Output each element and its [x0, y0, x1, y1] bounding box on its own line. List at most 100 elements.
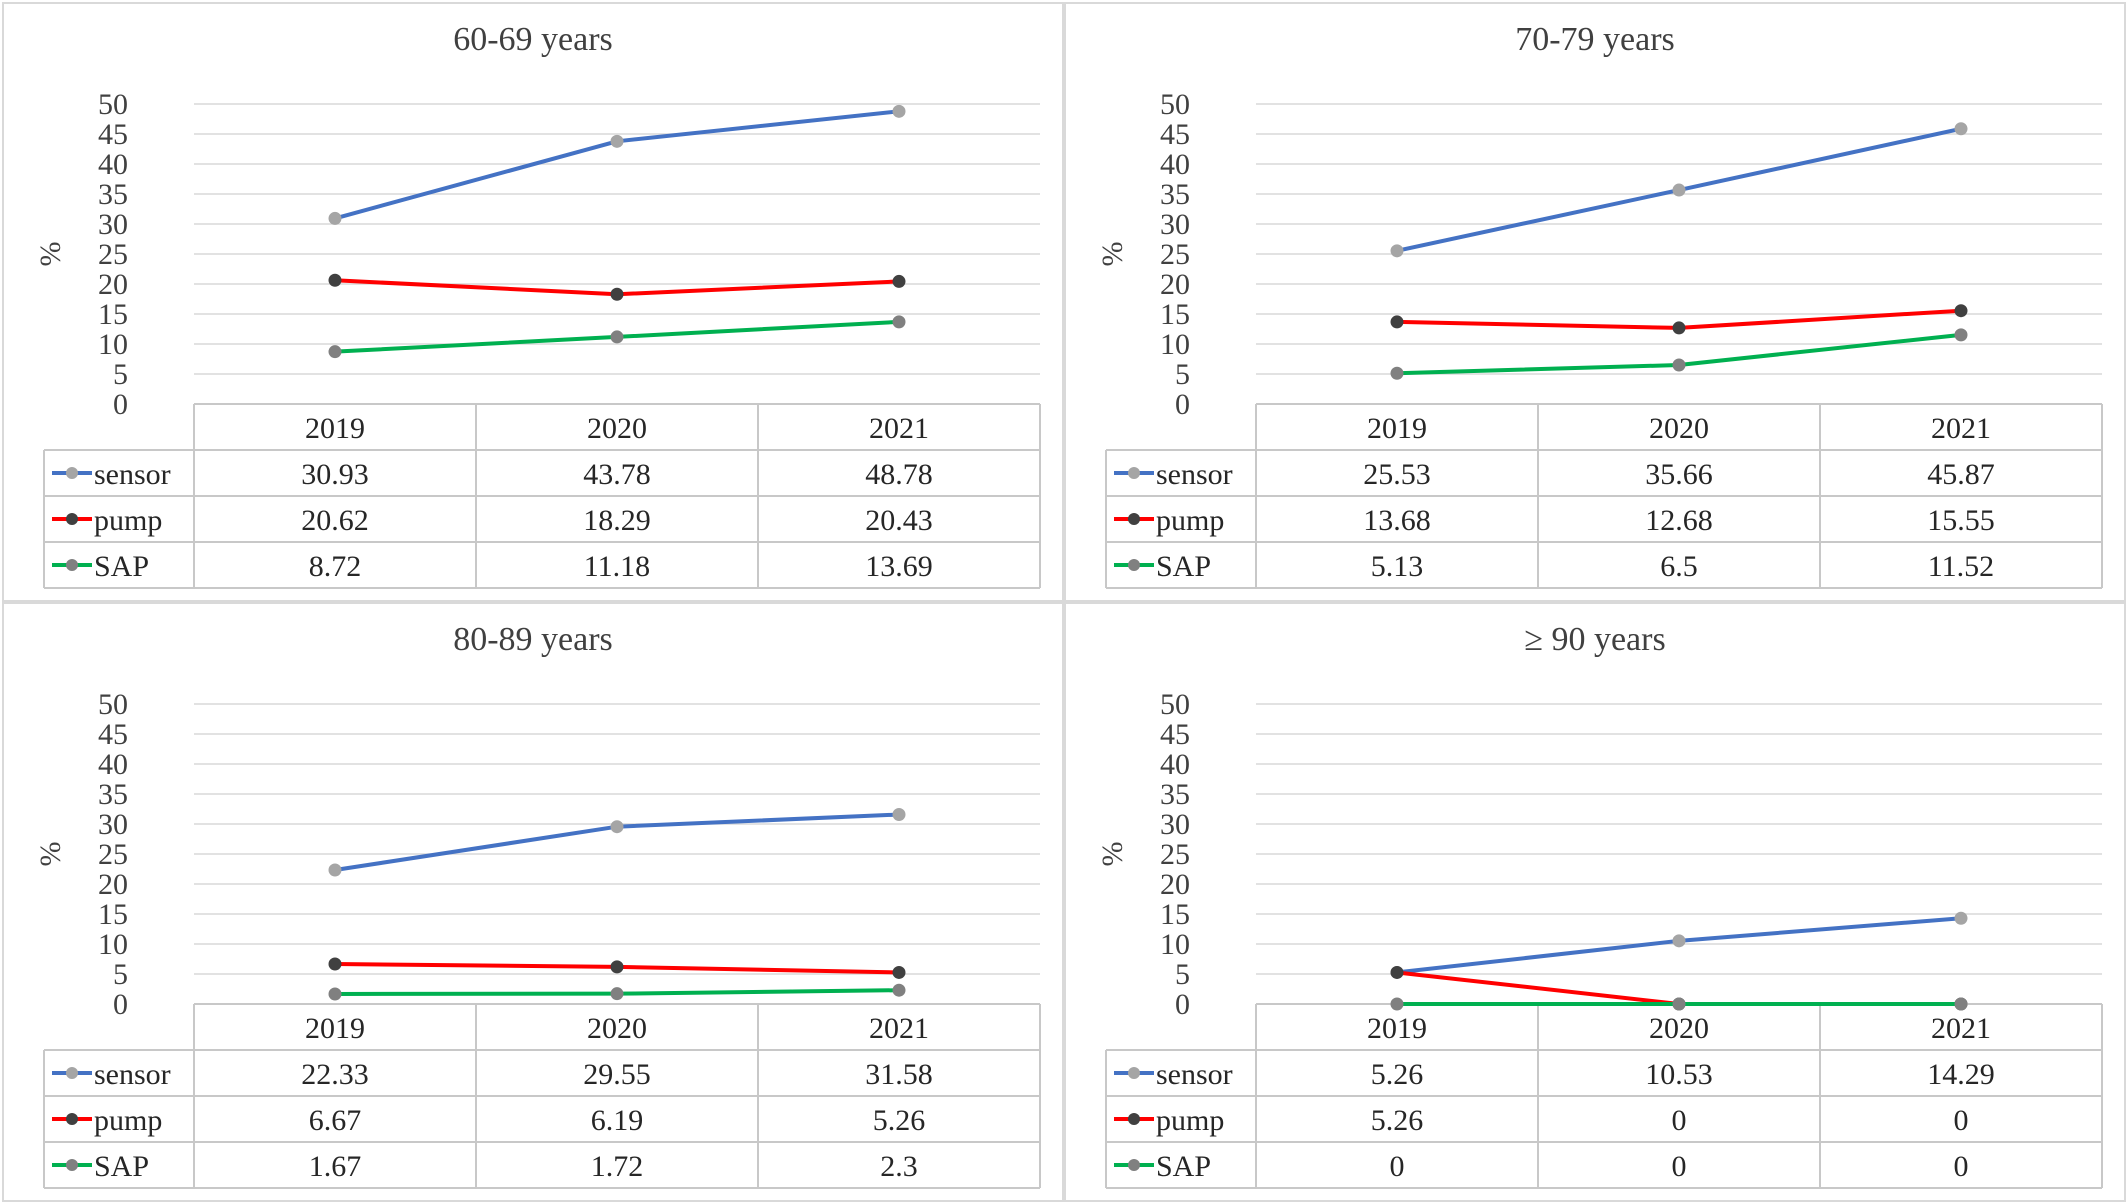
x-category-label: 2019	[1367, 1012, 1427, 1045]
y-tick-label: 45	[1160, 118, 1190, 151]
y-tick-label: 40	[1160, 748, 1190, 781]
data-point-sap	[328, 987, 342, 1001]
table-value: 29.55	[583, 1058, 651, 1091]
data-point-pump	[892, 965, 906, 979]
data-point-sap	[892, 315, 906, 329]
table-value: 18.29	[583, 504, 651, 537]
table-value: 1.67	[309, 1150, 362, 1183]
y-tick-label: 10	[98, 328, 128, 361]
data-point-sap	[328, 345, 342, 359]
y-tick-label: 0	[1175, 388, 1190, 421]
table-value: 13.68	[1363, 504, 1431, 537]
table-value: 5.26	[1371, 1104, 1424, 1137]
y-tick-label: 50	[1160, 88, 1190, 121]
data-point-sensor	[610, 820, 624, 834]
legend-marker-pump	[66, 513, 78, 525]
legend-marker-sensor	[1128, 1067, 1140, 1079]
y-tick-label: 25	[98, 838, 128, 871]
y-tick-label: 10	[98, 928, 128, 961]
table-value: 15.55	[1927, 504, 1995, 537]
y-tick-label: 0	[1175, 988, 1190, 1021]
x-category-label: 2021	[869, 1012, 929, 1045]
table-value: 35.66	[1645, 458, 1713, 491]
table-value: 25.53	[1363, 458, 1431, 491]
y-tick-label: 30	[98, 208, 128, 241]
y-tick-label: 5	[1175, 358, 1190, 391]
legend-marker-sap	[1128, 559, 1140, 571]
data-point-sensor	[1954, 911, 1968, 925]
table-value: 48.78	[865, 458, 933, 491]
y-tick-label: 5	[113, 958, 128, 991]
legend-marker-sap	[66, 1159, 78, 1171]
y-tick-label: 50	[1160, 688, 1190, 721]
table-value: 1.72	[591, 1150, 644, 1183]
data-point-pump	[610, 960, 624, 974]
legend-label: pump	[94, 1104, 162, 1137]
y-tick-label: 35	[1160, 778, 1190, 811]
y-tick-label: 15	[1160, 298, 1190, 331]
chart-title: 60-69 years	[453, 21, 613, 58]
table-value: 22.33	[301, 1058, 369, 1091]
table-value: 11.52	[1928, 550, 1994, 583]
y-tick-label: 0	[113, 388, 128, 421]
table-value: 12.68	[1645, 504, 1713, 537]
x-category-label: 2020	[1649, 1012, 1709, 1045]
y-tick-label: 25	[98, 238, 128, 271]
table-value: 5.13	[1371, 550, 1424, 583]
chart-title: 80-89 years	[453, 621, 613, 658]
data-point-pump	[1672, 321, 1686, 335]
x-category-label: 2019	[305, 412, 365, 445]
data-point-sensor	[328, 863, 342, 877]
y-tick-label: 40	[1160, 148, 1190, 181]
legend-label: pump	[94, 504, 162, 537]
data-point-pump	[1390, 315, 1404, 329]
x-category-label: 2021	[1931, 1012, 1991, 1045]
data-point-sensor	[1390, 244, 1404, 258]
x-category-label: 2020	[587, 1012, 647, 1045]
x-category-label: 2021	[1931, 412, 1991, 445]
y-axis-label: %	[34, 242, 67, 267]
table-value: 30.93	[301, 458, 369, 491]
y-tick-label: 30	[98, 808, 128, 841]
x-category-label: 2020	[1649, 412, 1709, 445]
data-point-sensor	[1954, 122, 1968, 136]
legend-label: SAP	[94, 1150, 149, 1183]
y-tick-label: 50	[98, 88, 128, 121]
y-tick-label: 25	[1160, 838, 1190, 871]
data-point-sensor	[1672, 934, 1686, 948]
y-tick-label: 30	[1160, 208, 1190, 241]
data-point-sap	[1390, 366, 1404, 380]
y-tick-label: 35	[98, 778, 128, 811]
legend-label: sensor	[94, 1058, 171, 1091]
legend-marker-sap	[1128, 1159, 1140, 1171]
y-tick-label: 10	[1160, 328, 1190, 361]
data-point-sap	[892, 983, 906, 997]
table-value: 6.67	[309, 1104, 362, 1137]
y-tick-label: 35	[98, 178, 128, 211]
legend-label: sensor	[1156, 1058, 1233, 1091]
table-value: 14.29	[1927, 1058, 1995, 1091]
y-tick-label: 15	[98, 298, 128, 331]
legend-label: sensor	[1156, 458, 1233, 491]
data-point-sensor	[610, 134, 624, 148]
y-tick-label: 45	[1160, 718, 1190, 751]
y-axis-label: %	[1096, 242, 1129, 267]
y-tick-label: 30	[1160, 808, 1190, 841]
y-tick-label: 15	[98, 898, 128, 931]
legend-label: pump	[1156, 504, 1224, 537]
table-value: 20.62	[301, 504, 369, 537]
x-category-label: 2021	[869, 412, 929, 445]
data-point-sap	[1672, 997, 1686, 1011]
x-category-label: 2019	[305, 1012, 365, 1045]
chart-panel-90-plus: ≥ 90 years% 0 5 10 15 20 25 30 35 40 45 50 2019 2020 2…	[1064, 602, 2126, 1202]
table-value: 10.53	[1645, 1058, 1713, 1091]
table-value: 11.18	[584, 550, 650, 583]
legend-label: sensor	[94, 458, 171, 491]
table-value: 8.72	[309, 550, 362, 583]
table-value: 20.43	[865, 504, 933, 537]
y-tick-label: 5	[113, 358, 128, 391]
chart-panel-80-89: 80-89 years% 0 5 10 15 20 25 30 35 40 45 50 2019 2020…	[2, 602, 1064, 1202]
y-tick-label: 20	[1160, 868, 1190, 901]
